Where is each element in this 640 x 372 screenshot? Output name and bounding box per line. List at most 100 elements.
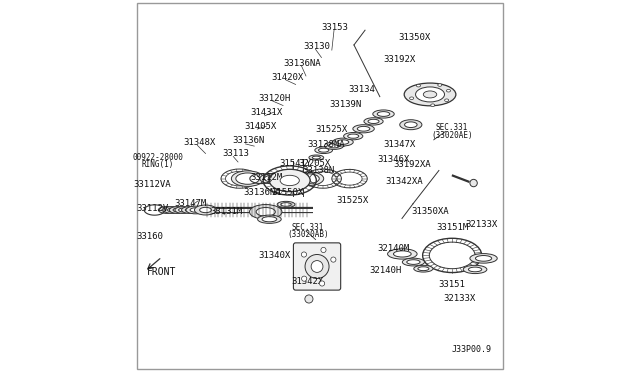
Ellipse shape	[275, 174, 292, 183]
Text: (33020AE): (33020AE)	[431, 131, 473, 140]
Ellipse shape	[182, 206, 198, 214]
Text: 31405X: 31405X	[244, 122, 276, 131]
Ellipse shape	[319, 148, 329, 152]
Circle shape	[319, 281, 324, 286]
Text: 33147M: 33147M	[175, 199, 207, 208]
Ellipse shape	[256, 208, 275, 216]
Ellipse shape	[403, 258, 424, 266]
Ellipse shape	[269, 169, 310, 192]
Ellipse shape	[357, 126, 370, 131]
Text: 33112VA: 33112VA	[134, 180, 171, 189]
Ellipse shape	[236, 173, 259, 184]
Text: 33151: 33151	[439, 280, 466, 289]
Text: 31350X: 31350X	[398, 33, 430, 42]
Text: 32133X: 32133X	[444, 294, 476, 303]
Ellipse shape	[186, 206, 205, 214]
Text: 31347X: 31347X	[383, 140, 416, 149]
Ellipse shape	[431, 104, 435, 106]
Ellipse shape	[232, 171, 264, 186]
Ellipse shape	[410, 97, 413, 100]
Ellipse shape	[372, 110, 394, 118]
Ellipse shape	[299, 174, 319, 183]
Ellipse shape	[407, 260, 420, 264]
Circle shape	[321, 247, 326, 253]
Ellipse shape	[258, 215, 281, 223]
Ellipse shape	[368, 119, 379, 124]
Ellipse shape	[173, 208, 182, 212]
Text: 33153: 33153	[321, 23, 348, 32]
Text: SEC.331: SEC.331	[292, 223, 324, 232]
Ellipse shape	[445, 99, 449, 102]
Ellipse shape	[353, 125, 374, 133]
Circle shape	[301, 276, 307, 281]
Text: 31431X: 31431X	[251, 108, 283, 118]
Ellipse shape	[414, 265, 433, 272]
Ellipse shape	[400, 120, 422, 130]
Ellipse shape	[309, 155, 324, 160]
Text: 31348X: 31348X	[183, 138, 216, 147]
Ellipse shape	[305, 295, 313, 303]
Text: 33138N: 33138N	[302, 166, 334, 175]
Text: (33020AB): (33020AB)	[287, 230, 329, 239]
Ellipse shape	[185, 208, 195, 212]
Ellipse shape	[333, 138, 353, 146]
Ellipse shape	[195, 205, 216, 215]
Ellipse shape	[470, 254, 497, 263]
Text: 31550X: 31550X	[272, 188, 304, 197]
Ellipse shape	[250, 205, 282, 219]
Text: J33P00.9: J33P00.9	[451, 345, 492, 354]
Ellipse shape	[311, 260, 323, 272]
Ellipse shape	[337, 140, 349, 144]
Text: 31340X: 31340X	[259, 251, 291, 260]
Ellipse shape	[294, 172, 324, 185]
Text: 32205X: 32205X	[299, 158, 331, 168]
Ellipse shape	[404, 122, 417, 128]
Ellipse shape	[423, 91, 436, 98]
Text: 31342X: 31342X	[291, 277, 324, 286]
Text: 33112M: 33112M	[251, 173, 283, 182]
Ellipse shape	[344, 132, 363, 140]
Ellipse shape	[418, 267, 429, 271]
Text: FRONT: FRONT	[147, 267, 177, 277]
Ellipse shape	[158, 206, 175, 214]
Text: 33136NA: 33136NA	[284, 58, 321, 68]
Ellipse shape	[179, 208, 188, 212]
Text: 31350XA: 31350XA	[412, 206, 449, 216]
Text: 33136N: 33136N	[232, 137, 264, 145]
Ellipse shape	[305, 254, 329, 279]
Ellipse shape	[268, 171, 300, 186]
Ellipse shape	[364, 118, 383, 125]
Text: 32140H: 32140H	[369, 266, 402, 275]
Ellipse shape	[470, 179, 477, 187]
Text: 31525X: 31525X	[337, 196, 369, 205]
FancyBboxPatch shape	[293, 243, 340, 290]
Ellipse shape	[447, 89, 451, 92]
Text: SEC.331: SEC.331	[436, 123, 468, 132]
Ellipse shape	[388, 249, 417, 259]
Text: 33192X: 33192X	[383, 55, 415, 64]
Ellipse shape	[404, 83, 456, 106]
Ellipse shape	[277, 201, 295, 208]
Text: 31420X: 31420X	[272, 73, 304, 81]
Text: 32140M: 32140M	[378, 244, 410, 253]
Ellipse shape	[168, 208, 177, 212]
Text: 33151M: 33151M	[436, 223, 468, 232]
Ellipse shape	[415, 87, 445, 102]
Text: 33192XA: 33192XA	[394, 160, 431, 170]
Ellipse shape	[281, 203, 291, 206]
Ellipse shape	[190, 208, 201, 212]
Ellipse shape	[377, 112, 390, 116]
Ellipse shape	[164, 206, 181, 214]
Ellipse shape	[280, 175, 300, 186]
Ellipse shape	[315, 147, 333, 154]
Text: 31346X: 31346X	[377, 155, 409, 164]
Ellipse shape	[438, 84, 442, 86]
Ellipse shape	[200, 207, 211, 213]
Text: 32133X: 32133X	[465, 220, 498, 229]
Text: 33134: 33134	[348, 85, 375, 94]
Ellipse shape	[170, 206, 186, 214]
Ellipse shape	[312, 156, 321, 159]
Ellipse shape	[394, 251, 411, 257]
Circle shape	[301, 252, 307, 257]
Ellipse shape	[260, 173, 284, 184]
